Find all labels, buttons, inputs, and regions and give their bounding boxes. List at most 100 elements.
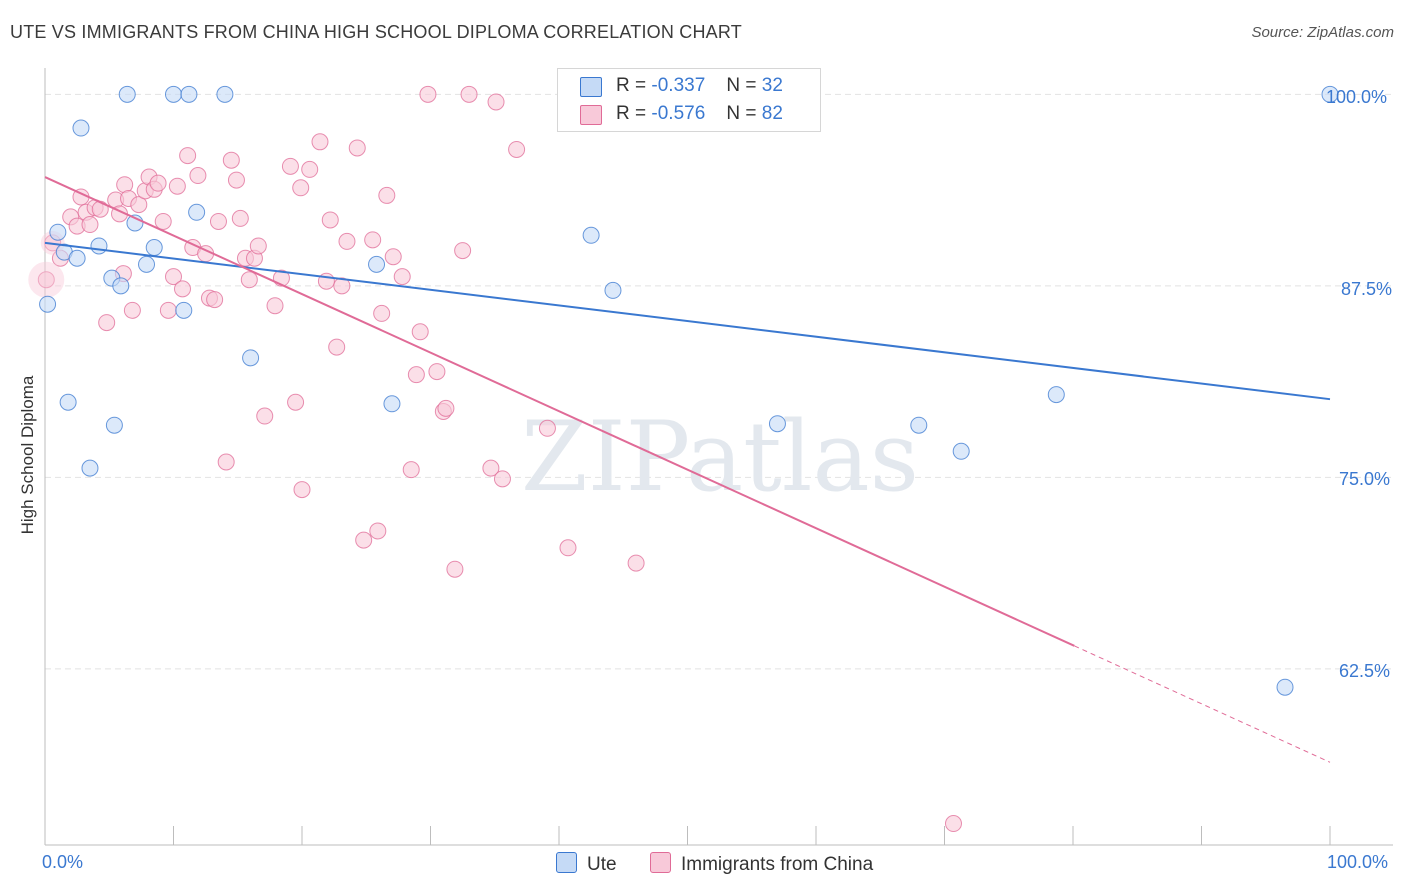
ute-point <box>180 85 198 103</box>
china-point <box>482 459 500 477</box>
ute-point <box>952 442 970 460</box>
x-tick-max: 100.0% <box>1327 852 1389 872</box>
y-tick-75: 75.0% <box>1339 469 1391 489</box>
trend-lines <box>44 176 1331 763</box>
china-point <box>402 461 420 479</box>
china-r-value: -0.576 <box>651 103 706 124</box>
china-point <box>227 171 245 189</box>
ute-point <box>768 415 786 433</box>
china-point <box>149 174 167 192</box>
china-point <box>508 140 526 158</box>
ute-legend-swatch <box>556 852 577 873</box>
china-point <box>373 304 391 322</box>
ute-point <box>216 85 234 103</box>
china-point <box>266 297 284 315</box>
china-point <box>378 186 396 204</box>
chart-title: UTE VS IMMIGRANTS FROM CHINA HIGH SCHOOL… <box>10 22 742 42</box>
x-tick-min: 0.0% <box>42 852 84 872</box>
china-point <box>81 216 99 234</box>
ute-point <box>39 295 57 313</box>
china-point <box>123 301 141 319</box>
china-point <box>333 277 351 295</box>
china-point <box>559 539 577 557</box>
china-point <box>217 453 235 471</box>
china-point <box>37 271 55 289</box>
legend-item-china: Immigrants from China <box>650 852 873 876</box>
axes <box>44 68 1393 846</box>
ute-trend-line <box>44 241 1331 401</box>
china-point <box>364 231 382 249</box>
ute-point <box>68 249 86 267</box>
china-point <box>493 470 511 488</box>
ute-point <box>242 349 260 367</box>
ute-point <box>582 226 600 244</box>
china-point <box>231 209 249 227</box>
china-r-label: R = <box>616 103 647 124</box>
ute-point <box>72 119 90 137</box>
china-trend-extension <box>1074 645 1331 763</box>
y-tick-87-5: 87.5% <box>1341 279 1393 299</box>
china-point-large <box>28 261 65 298</box>
ute-point <box>145 239 163 257</box>
china-point <box>91 200 109 218</box>
china-point <box>393 268 411 286</box>
china-point <box>98 314 116 332</box>
legend-item-ute: Ute <box>556 852 617 876</box>
ute-point <box>1276 678 1294 696</box>
china-point <box>130 196 148 214</box>
ute-r-value: -0.337 <box>651 75 706 96</box>
china-point <box>281 157 299 175</box>
china-point <box>460 85 478 103</box>
china-point <box>173 280 191 298</box>
ute-point <box>112 277 130 295</box>
china-point <box>437 399 455 417</box>
china-point <box>454 242 472 260</box>
ute-point <box>81 459 99 477</box>
ute-swatch <box>580 77 602 97</box>
y-tick-100: 100.0% <box>1326 87 1388 107</box>
china-legend-label: Immigrants from China <box>681 854 874 875</box>
china-point <box>428 363 446 381</box>
ute-point <box>118 85 136 103</box>
ute-point <box>105 416 123 434</box>
china-point <box>154 212 172 230</box>
ute-point <box>175 301 193 319</box>
ute-point <box>49 223 67 241</box>
china-point <box>411 323 429 341</box>
china-swatch <box>580 105 602 125</box>
chart-source: Source: ZipAtlas.com <box>1251 24 1394 41</box>
china-point <box>168 177 186 195</box>
ute-point <box>138 255 156 273</box>
china-legend-swatch <box>650 852 671 873</box>
ute-r-label: R = <box>616 75 647 96</box>
ute-point <box>368 255 386 273</box>
china-point <box>179 147 197 165</box>
china-point <box>419 85 437 103</box>
china-point <box>301 160 319 178</box>
china-n-value: 82 <box>761 103 783 124</box>
ute-point <box>188 203 206 221</box>
ute-legend-label: Ute <box>587 854 617 875</box>
china-point <box>944 815 962 833</box>
ute-point <box>910 416 928 434</box>
ute-n-value: 32 <box>761 75 783 96</box>
china-n-label: N = <box>726 103 757 124</box>
china-point <box>165 268 182 286</box>
china-series <box>28 85 962 833</box>
china-point <box>249 237 267 255</box>
china-point <box>328 338 346 356</box>
china-point <box>222 151 240 169</box>
china-point <box>159 301 177 319</box>
china-point <box>338 232 356 250</box>
china-point <box>627 554 645 572</box>
ute-point <box>1321 85 1339 103</box>
china-point <box>487 93 505 111</box>
china-point <box>189 167 207 185</box>
china-point <box>446 560 464 578</box>
china-point <box>369 522 387 540</box>
china-point <box>321 211 339 229</box>
ute-point <box>165 85 182 103</box>
china-point <box>538 419 556 437</box>
china-point <box>287 393 305 411</box>
china-point <box>384 248 402 266</box>
